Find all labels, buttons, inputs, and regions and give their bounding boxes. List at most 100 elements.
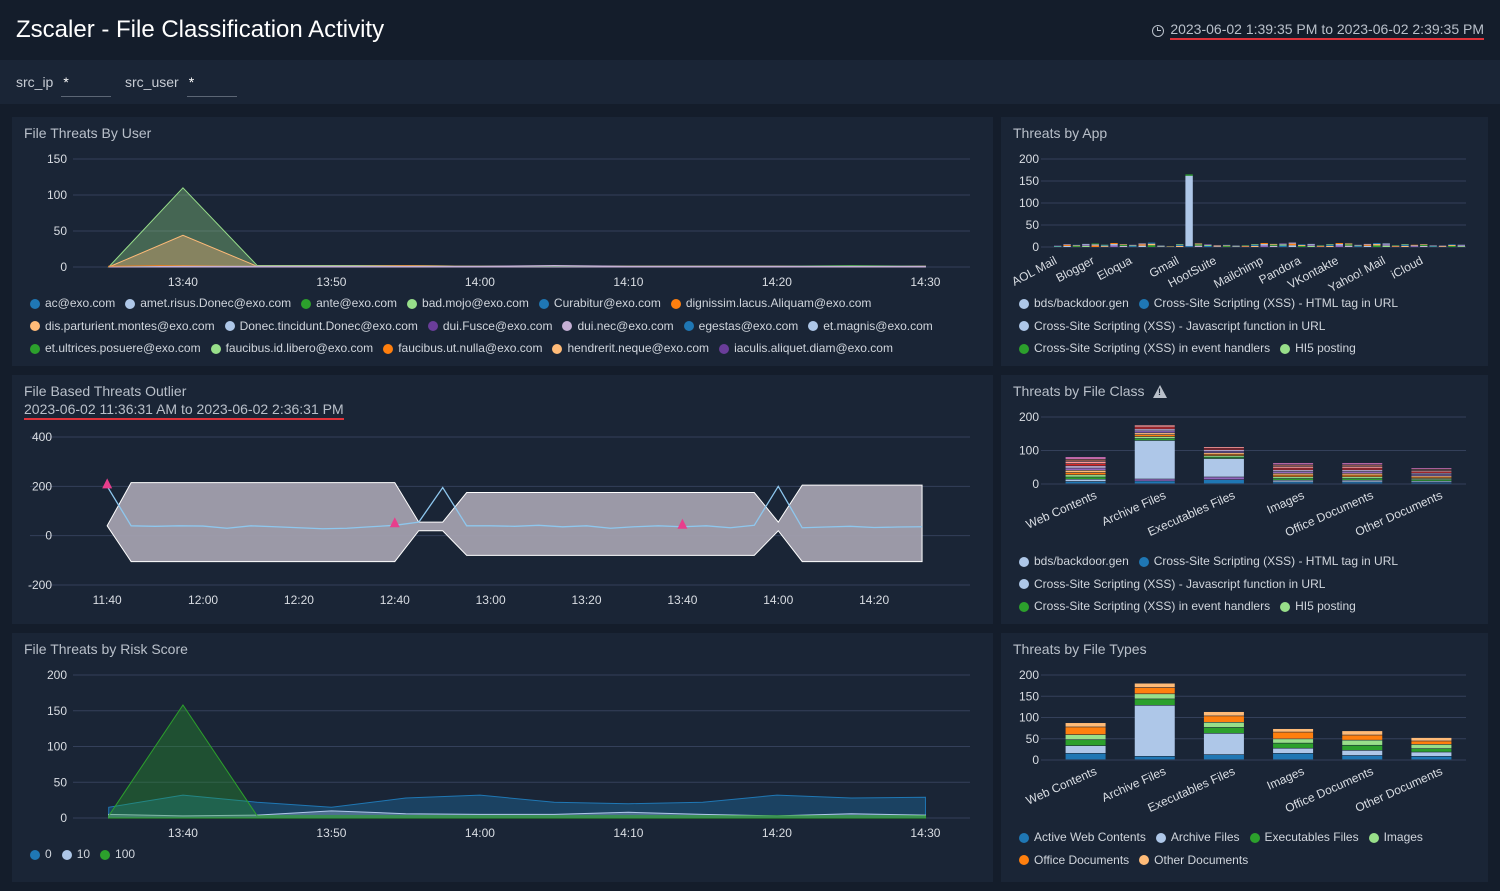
legend-item[interactable]: HI5 posting [1280, 338, 1356, 359]
legend-item[interactable]: Cross-Site Scripting (XSS) in event hand… [1019, 338, 1270, 359]
legend-item[interactable]: hendrerit.neque@exo.com [552, 338, 709, 359]
bar-segment [1204, 244, 1212, 246]
bar-segment [1134, 438, 1175, 441]
filter-bar: src_ip * src_user * [0, 60, 1500, 104]
src-ip-input[interactable]: * [61, 74, 112, 97]
legend-item[interactable]: dui.Fusce@exo.com [427, 316, 552, 337]
bar-segment [1065, 475, 1106, 477]
bar-segment [1134, 431, 1175, 433]
bar-segment [1429, 246, 1437, 247]
bar-segment [1194, 245, 1203, 247]
legend-item[interactable]: bds/backdoor.gen [1019, 551, 1129, 572]
bar-segment [1269, 243, 1278, 245]
bar-segment [1203, 447, 1244, 449]
bar-segment [1273, 475, 1314, 477]
legend-item[interactable]: Active Web Contents [1019, 827, 1146, 848]
legend-label: Curabitur@exo.com [553, 296, 661, 310]
legend-item[interactable]: faucibus.ut.nulla@exo.com [383, 338, 542, 359]
legend-item[interactable]: Cross-Site Scripting (XSS) - Javascript … [1019, 316, 1325, 337]
legend-item[interactable]: Other Documents [1139, 850, 1248, 871]
legend-swatch [1019, 321, 1029, 331]
legend-label: Archive Files [1170, 830, 1240, 844]
legend-item[interactable]: 10 [61, 844, 90, 865]
bar-segment [1411, 477, 1452, 479]
legend-item[interactable]: Archive Files [1155, 827, 1240, 848]
bar-segment [1273, 478, 1314, 480]
x-tick-label: 13:00 [476, 593, 506, 607]
time-range-label[interactable]: 2023-06-02 1:39:35 PM to 2023-06-02 2:39… [1170, 21, 1484, 40]
legend-item[interactable]: dignissim.lacus.Aliquam@exo.com [670, 293, 871, 314]
legend-item[interactable]: et.magnis@exo.com [808, 316, 933, 337]
legend-label: Cross-Site Scripting (XSS) in event hand… [1034, 599, 1271, 613]
bar-segment [1119, 244, 1128, 246]
legend-swatch [30, 343, 40, 354]
legend-item[interactable]: Images [1368, 827, 1423, 848]
bar-segment [1269, 244, 1278, 246]
bar-segment [1335, 245, 1343, 247]
src-user-input[interactable]: * [186, 74, 237, 97]
bar-segment [1110, 244, 1118, 246]
bar-segment [1157, 246, 1165, 247]
legend-item[interactable]: iaculis.aliquet.diam@exo.com [719, 338, 893, 359]
legend-item[interactable]: bds/backdoor.gen [1019, 293, 1129, 314]
legend-swatch [30, 321, 40, 331]
legend-item[interactable]: Donec.tincidunt.Donec@exo.com [224, 316, 418, 337]
bar-segment [1129, 246, 1137, 247]
legend-item[interactable]: faucibus.id.libero@exo.com [210, 338, 374, 359]
legend-item[interactable]: Executables Files [1249, 827, 1359, 848]
legend-item[interactable]: dui.nec@exo.com [562, 316, 674, 337]
legend-label: 100 [115, 847, 136, 861]
bar-segment [1279, 243, 1287, 245]
bar-segment [1222, 245, 1231, 247]
bar-segment [1232, 246, 1240, 247]
bar-segment [1448, 244, 1456, 246]
x-tick-label: 14:00 [465, 275, 495, 289]
bar-segment [1354, 245, 1362, 247]
legend-item[interactable]: ante@exo.com [301, 293, 397, 314]
legend-swatch [1155, 832, 1166, 843]
legend-item[interactable]: et.ultrices.posuere@exo.com [30, 338, 201, 359]
legend-swatch [1368, 832, 1379, 843]
series-area [108, 265, 926, 268]
legend-swatch [1280, 343, 1291, 354]
legend-item[interactable]: 100 [100, 844, 135, 865]
filter-label: src_ip [16, 74, 54, 90]
bar-segment [1203, 455, 1244, 457]
bar-segment [1082, 245, 1090, 247]
x-tick-label: 14:20 [762, 826, 792, 840]
bar-segment [1134, 699, 1175, 705]
x-tick-label: Mailchimp [1211, 253, 1266, 291]
legend-item[interactable]: amet.risus.Donec@exo.com [125, 293, 291, 314]
legend-item[interactable]: Office Documents [1019, 850, 1129, 871]
bar-segment [1411, 756, 1452, 760]
y-tick-label: 100 [1019, 711, 1039, 725]
x-tick-label: 14:30 [910, 826, 940, 840]
x-tick-label: 13:40 [168, 275, 198, 289]
legend-item[interactable]: Cross-Site Scripting (XSS) in event hand… [1019, 596, 1270, 617]
bar-segment [1134, 429, 1175, 431]
bar-segment [1273, 466, 1314, 468]
legend-item[interactable]: dis.parturient.montes@exo.com [30, 316, 215, 337]
legend-item[interactable]: ac@exo.com [30, 293, 115, 314]
legend-item[interactable]: Cross-Site Scripting (XSS) - HTML tag in… [1138, 293, 1398, 314]
legend-item[interactable]: bad.mojo@exo.com [407, 293, 529, 314]
legend-label: faucibus.id.libero@exo.com [225, 341, 374, 355]
bar-segment [1203, 477, 1244, 480]
legend-swatch [301, 298, 312, 309]
bar-segment [1335, 244, 1343, 246]
legend-item[interactable]: Cross-Site Scripting (XSS) - HTML tag in… [1138, 551, 1398, 572]
bar-segment [1342, 750, 1383, 756]
panel-time-range[interactable]: 2023-06-02 11:36:31 AM to 2023-06-02 2:3… [24, 401, 344, 420]
bar-segment [1134, 435, 1175, 437]
x-tick-label: Images [1265, 764, 1307, 793]
legend-item[interactable]: Cross-Site Scripting (XSS) - Javascript … [1019, 574, 1325, 595]
bar-segment [1326, 245, 1334, 246]
bar-segment [1316, 246, 1325, 247]
legend-item[interactable]: egestas@exo.com [683, 316, 798, 337]
time-range-picker[interactable]: 2023-06-02 1:39:35 PM to 2023-06-02 2:39… [1152, 21, 1484, 40]
warning-icon[interactable] [1153, 385, 1167, 398]
legend-item[interactable]: HI5 posting [1280, 596, 1356, 617]
legend-item[interactable]: 0 [30, 844, 52, 865]
bar-segment [1260, 243, 1268, 245]
legend-item[interactable]: Curabitur@exo.com [538, 293, 661, 314]
